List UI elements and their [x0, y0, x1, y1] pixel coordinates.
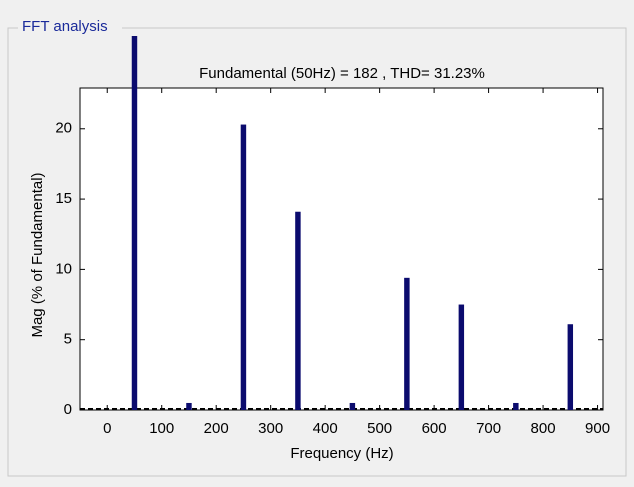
y-tick-label: 0: [64, 401, 72, 418]
panel-title: FFT analysis: [22, 18, 108, 35]
bar: [186, 402, 192, 410]
x-tick-label: 400: [313, 420, 338, 437]
x-tick-label: 700: [476, 420, 501, 437]
group-box: [7, 27, 627, 477]
x-tick-label: 500: [367, 420, 392, 437]
x-tick-label: 800: [531, 420, 556, 437]
bar: [458, 304, 465, 410]
x-tick-label: 600: [422, 420, 447, 437]
axes: [79, 87, 604, 411]
x-tick-label: 100: [149, 420, 174, 437]
chart-title: Fundamental (50Hz) = 182 , THD= 31.23%: [199, 65, 485, 82]
bar: [513, 402, 519, 410]
y-tick-label: 20: [55, 120, 72, 137]
y-tick-label: 15: [55, 190, 72, 207]
x-axis-label: Frequency (Hz): [290, 445, 393, 462]
bar: [295, 211, 301, 410]
y-axis-label: Mag (% of Fundamental): [29, 172, 46, 337]
bar: [131, 36, 138, 410]
x-tick-label: 900: [585, 420, 610, 437]
y-tick-label: 10: [55, 260, 72, 277]
bar: [404, 277, 410, 410]
bars: [131, 36, 574, 410]
x-tick-label: 300: [258, 420, 283, 437]
x-tick-label: 0: [103, 420, 111, 437]
bar: [240, 124, 247, 410]
bar: [349, 402, 356, 410]
y-tick-label: 5: [64, 331, 72, 348]
bar: [567, 324, 574, 410]
group-box-label-bg: [18, 18, 122, 36]
x-tick-label: 200: [204, 420, 229, 437]
